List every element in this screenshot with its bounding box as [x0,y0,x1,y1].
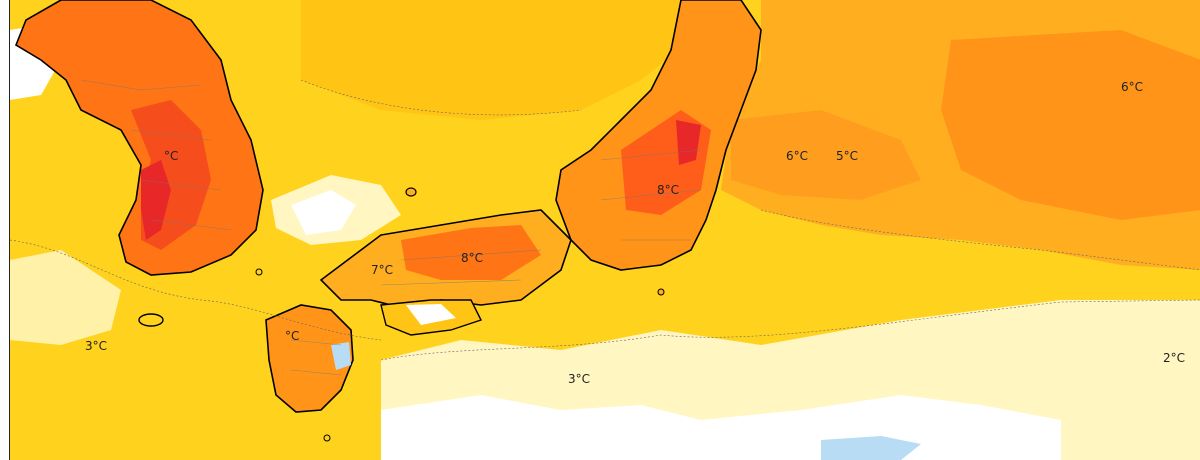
island-tsushima [138,313,164,327]
honshu-west-hot [401,225,541,280]
temp-label-korea-west: °C [164,149,178,163]
warm-band-northeast-core [941,30,1200,220]
shikoku-cold [406,304,456,325]
cold-patch-west [10,250,121,345]
temp-label-pacific-northeast: 6°C [1121,80,1143,94]
honshu-north-hottest [676,120,701,165]
temp-label-tohoku-east-2: 5°C [836,149,858,163]
temp-label-tohoku-east-1: 6°C [786,149,808,163]
kyushu [265,304,354,413]
temp-label-chugoku-1: 7°C [371,263,393,277]
warm-band-north [301,0,691,120]
temp-label-kanto-inland: 8°C [657,183,679,197]
temp-label-pacific-south: 3°C [568,372,590,386]
temp-label-yellow-sea: 3°C [85,339,107,353]
temperature-map: °C 6°C 5°C 6°C 8°C 7°C 8°C 3°C 3°C 2°C °… [9,0,1200,460]
korea-hottest [141,160,171,240]
island-dot-2 [255,268,263,276]
temperature-labels: °C 6°C 5°C 6°C 8°C 7°C 8°C 3°C 3°C 2°C °… [85,80,1185,386]
island-oki [405,187,417,197]
warm-band-tohoku-coast [731,110,921,200]
temp-label-chugoku-2: 8°C [461,251,483,265]
contour-lines [10,79,1200,361]
island-dot-1 [323,434,331,442]
temperature-map-canvas: °C 6°C 5°C 6°C 8°C 7°C 8°C 3°C 3°C 2°C °… [10,0,1200,460]
admin-boundaries [80,79,702,376]
kyushu-ice [331,342,351,370]
temp-label-pacific-east: 2°C [1163,351,1185,365]
island-izu [657,288,665,296]
temp-label-kyushu: °C [285,329,299,343]
ice-patch-south [821,436,921,460]
white-patch-sea-of-japan [291,190,356,235]
